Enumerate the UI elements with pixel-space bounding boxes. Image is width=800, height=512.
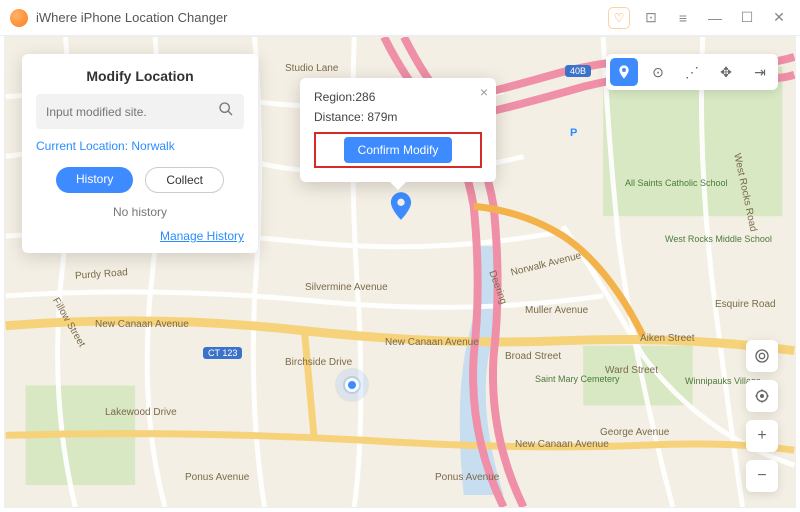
close-icon[interactable]: ✕ — [768, 7, 790, 29]
popup-distance-row: Distance: 879m — [314, 110, 482, 124]
mode-multispot-icon[interactable]: ⋰ — [678, 58, 706, 86]
road-label: George Avenue — [600, 427, 669, 438]
zoom-out-button[interactable]: − — [746, 460, 778, 492]
mode-toolbar: ⊙ ⋰ ✥ ⇥ — [606, 54, 778, 90]
confirm-highlight: Confirm Modify — [314, 132, 482, 168]
road-label: Ponus Avenue — [185, 472, 249, 483]
locate-button[interactable] — [746, 380, 778, 412]
current-location-pin — [345, 378, 359, 392]
mode-twospot-icon[interactable]: ⊙ — [644, 58, 672, 86]
app-title: iWhere iPhone Location Changer — [36, 10, 608, 25]
history-tabs: History Collect — [36, 167, 244, 193]
road-label: Silvermine Avenue — [305, 282, 388, 293]
feedback-icon[interactable]: ⊡ — [640, 7, 662, 29]
window-controls: ♡ ⊡ ≡ — ☐ ✕ — [608, 7, 790, 29]
location-popup: × Region:286 Distance: 879m Confirm Modi… — [300, 78, 496, 182]
zoom-in-button[interactable]: + — [746, 420, 778, 452]
titlebar: iWhere iPhone Location Changer ♡ ⊡ ≡ — ☐… — [0, 0, 800, 36]
mode-teleport-icon[interactable] — [610, 58, 638, 86]
road-label: Broad Street — [505, 351, 561, 362]
map-controls: + − — [746, 340, 778, 492]
road-label: Aiken Street — [640, 333, 694, 344]
minimize-icon[interactable]: — — [704, 7, 726, 29]
route-badge: CT 123 — [203, 347, 242, 359]
no-history-text: No history — [36, 205, 244, 219]
manage-history-link[interactable]: Manage History — [36, 229, 244, 243]
search-icon[interactable] — [218, 101, 234, 122]
road-label: Esquire Road — [715, 299, 776, 310]
poi-label: All Saints Catholic School — [625, 179, 728, 189]
confirm-modify-button[interactable]: Confirm Modify — [344, 137, 453, 163]
road-label: New Canaan Avenue — [385, 337, 479, 348]
popup-region-row: Region:286 — [314, 90, 482, 104]
mode-joystick-icon[interactable]: ✥ — [712, 58, 740, 86]
road-label: Ponus Avenue — [435, 472, 499, 483]
tab-history[interactable]: History — [56, 167, 133, 193]
search-field[interactable] — [36, 94, 244, 129]
panel-heading: Modify Location — [36, 68, 244, 84]
poi-label: West Rocks Middle School — [665, 235, 772, 245]
road-label: New Canaan Avenue — [95, 319, 189, 330]
distance-label: Distance: — [314, 110, 367, 124]
recenter-button[interactable] — [746, 340, 778, 372]
search-input[interactable] — [46, 105, 218, 119]
modify-location-panel: Modify Location Current Location: Norwal… — [22, 54, 258, 253]
region-value: 286 — [355, 90, 375, 104]
distance-value: 879m — [367, 110, 397, 124]
tab-collect[interactable]: Collect — [145, 167, 224, 193]
upgrade-icon[interactable]: ♡ — [608, 7, 630, 29]
poi-label: Saint Mary Cemetery — [535, 375, 620, 385]
popup-close-icon[interactable]: × — [480, 84, 488, 100]
current-location-link[interactable]: Current Location: Norwalk — [36, 139, 244, 153]
maximize-icon[interactable]: ☐ — [736, 7, 758, 29]
target-location-marker[interactable] — [390, 192, 412, 225]
road-label: Studio Lane — [285, 63, 338, 74]
app-logo — [10, 9, 28, 27]
mode-exit-icon[interactable]: ⇥ — [746, 58, 774, 86]
route-badge: 40B — [565, 65, 591, 77]
road-label: Birchside Drive — [285, 357, 352, 368]
menu-icon[interactable]: ≡ — [672, 7, 694, 29]
road-label: Muller Avenue — [525, 305, 588, 316]
parking-icon: P — [570, 127, 577, 139]
road-label: Lakewood Drive — [105, 407, 177, 418]
road-label: New Canaan Avenue — [515, 439, 609, 450]
region-label: Region: — [314, 90, 355, 104]
